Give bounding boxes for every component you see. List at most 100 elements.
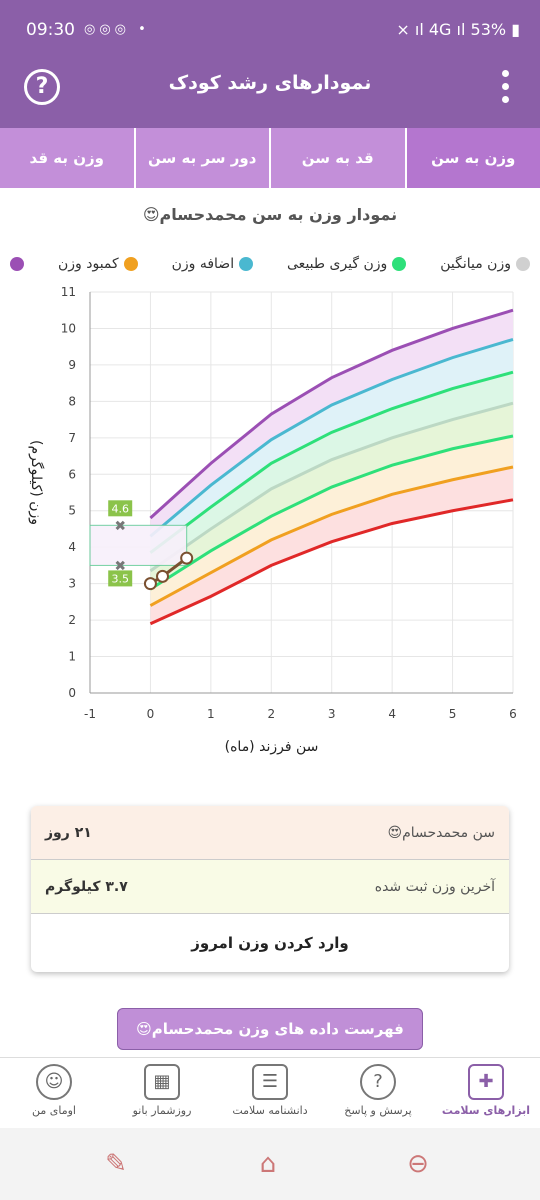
chart-tabs: وزن به سن قد به سن دور سر به سن وزن به ق…: [0, 128, 540, 188]
series-line-4: [149, 434, 514, 591]
chart-title: نمودار وزن به سن محمدحسام😍: [142, 205, 398, 224]
age-value: ۲۱ روز: [45, 824, 92, 841]
y-tick-label: 8: [68, 394, 76, 408]
nav-health-tools[interactable]: ✚ ابزارهای سلامت: [436, 1058, 536, 1127]
x-tick-label: 3: [328, 707, 336, 721]
legend-item-normal[interactable]: وزن گیری طبیعی: [287, 256, 407, 272]
child-weight-point: [143, 577, 157, 591]
enter-weight-button[interactable]: وارد کردن وزن امروز: [191, 934, 349, 952]
chart-band: [150, 466, 513, 624]
legend-label: کمبود وزن: [57, 256, 119, 272]
legend-item-overweight[interactable]: اضافه وزن: [172, 256, 254, 272]
series-line-5: [149, 465, 514, 607]
x-tick-label: 6: [509, 707, 517, 721]
legend-item-purple[interactable]: [10, 256, 25, 272]
battery-icon: ▮: [511, 20, 520, 39]
legend-dot-icon: [10, 257, 25, 271]
y-tick-label: 5: [68, 504, 76, 518]
weight-value: ۳.۷ کیلوگرم: [45, 878, 128, 895]
series-line-6: [149, 498, 514, 626]
tab-weight-age[interactable]: وزن به سن: [404, 128, 540, 188]
battery-percent: 53%: [470, 20, 507, 39]
legend-dot-icon: [123, 257, 138, 271]
network-type: 4G: [428, 20, 452, 39]
tab-weight-height[interactable]: وزن به قد: [29, 149, 104, 167]
health-kit-icon: ✚: [468, 1064, 504, 1100]
age-label: سن محمدحسام😍: [387, 824, 496, 841]
signal-icon: ⨯ ıl: [396, 20, 429, 39]
legend-dot-icon: [516, 257, 530, 271]
bottom-nav: ✚ ابزارهای سلامت ? پرسش و پاسخ ☰ دانشنامه س…: [0, 1057, 540, 1127]
x-tick-label: 1: [207, 707, 215, 721]
range-low-marker: ✖: [114, 558, 126, 574]
y-tick-label: 10: [61, 321, 76, 335]
status-time: 09:30: [26, 20, 75, 40]
x-axis-title: سن فرزند (ماه): [225, 739, 319, 755]
weight-row: آخرین وزن ثبت شده ۳.۷ کیلوگرم: [31, 860, 509, 914]
child-weight-point: [180, 551, 194, 565]
series-line-1: [149, 337, 514, 538]
chart-band: [150, 372, 513, 571]
range-low-label: 3.5: [111, 572, 129, 585]
chart-band: [150, 435, 513, 606]
status-right: ⨯ ıl 4G ıl 53% ▮: [396, 20, 520, 39]
calendar-icon: ▦: [144, 1064, 180, 1100]
legend-label: اضافه وزن: [171, 256, 235, 272]
y-tick-label: 7: [68, 431, 76, 445]
range-high-label: 4.6: [111, 502, 129, 515]
nav-qa[interactable]: ? پرسش و پاسخ: [328, 1058, 428, 1127]
legend-dot-icon: [392, 257, 407, 271]
legend-label: وزن میانگین: [440, 256, 511, 272]
series-line-0: [149, 308, 514, 520]
chart-band: [150, 339, 513, 553]
overflow-menu-icon[interactable]: [502, 70, 510, 109]
system-nav: ✎ ⌂ ⊖: [0, 1128, 540, 1200]
x-tick-label: 4: [388, 707, 396, 721]
newspaper-icon: ☰: [252, 1064, 288, 1100]
signal-icon-2: ıl: [456, 20, 471, 39]
shop-icon[interactable]: ⌂: [259, 1149, 277, 1179]
weight-label: آخرین وزن ثبت شده: [374, 878, 495, 895]
y-tick-label: 3: [68, 577, 76, 591]
chart-band: [150, 310, 513, 537]
child-weight-point: [156, 569, 170, 583]
y-tick-label: 2: [68, 613, 76, 627]
range-high-marker: ✖: [114, 518, 126, 534]
legend-item-average[interactable]: وزن میانگین: [440, 256, 530, 272]
x-tick-label: 0: [147, 707, 155, 721]
series-line-3: [149, 401, 514, 573]
legend-item-underweight[interactable]: کمبود وزن: [58, 256, 138, 272]
age-row: سن محمدحسام😍 ۲۱ روز: [31, 806, 509, 860]
popsicle-icon[interactable]: ⊖: [407, 1149, 429, 1179]
app-bar: ? نمودارهای رشد کودک: [0, 42, 540, 128]
legend-label: وزن گیری طبیعی: [287, 256, 388, 272]
ice-cream-icon[interactable]: ✎: [105, 1149, 127, 1179]
notification-icons: ◎◎◎ •: [84, 22, 150, 37]
nav-label: اومای من: [32, 1104, 76, 1117]
tab-head-age[interactable]: دور سر به سن: [133, 128, 270, 188]
chart-band: [150, 403, 513, 590]
page-title: نمودارهای رشد کودک: [168, 72, 372, 94]
avatar-icon: ☺: [36, 1064, 72, 1100]
y-tick-label: 0: [68, 686, 76, 700]
nav-label: پرسش و پاسخ: [344, 1104, 412, 1117]
y-tick-label: 4: [68, 540, 76, 554]
nav-label: دانشنامه سلامت: [232, 1104, 308, 1117]
nav-label: روزشمار بانو: [132, 1104, 192, 1117]
weight-list-button[interactable]: فهرست داده های وزن محمدحسام😍: [117, 1008, 423, 1050]
series-line-2: [149, 370, 514, 554]
chart-legend: کمبود وزن اضافه وزن وزن گیری طبیعی وزن م…: [10, 256, 530, 272]
nav-profile[interactable]: ☺ اومای من: [4, 1058, 104, 1127]
legend-dot-icon: [239, 257, 254, 271]
y-tick-label: 6: [68, 467, 76, 481]
tab-height-age[interactable]: قد به سن: [269, 128, 405, 188]
summary-card: سن محمدحسام😍 ۲۱ روز آخرین وزن ثبت شده ۳.…: [31, 806, 509, 972]
nav-calendar[interactable]: ▦ روزشمار بانو: [112, 1058, 212, 1127]
x-tick-label: 5: [449, 707, 457, 721]
help-icon[interactable]: ?: [24, 69, 60, 105]
range-low-badge: [108, 570, 133, 587]
nav-encyclopedia[interactable]: ☰ دانشنامه سلامت: [220, 1058, 320, 1127]
y-tick-label: 9: [68, 358, 76, 372]
y-tick-label: 11: [61, 285, 76, 299]
